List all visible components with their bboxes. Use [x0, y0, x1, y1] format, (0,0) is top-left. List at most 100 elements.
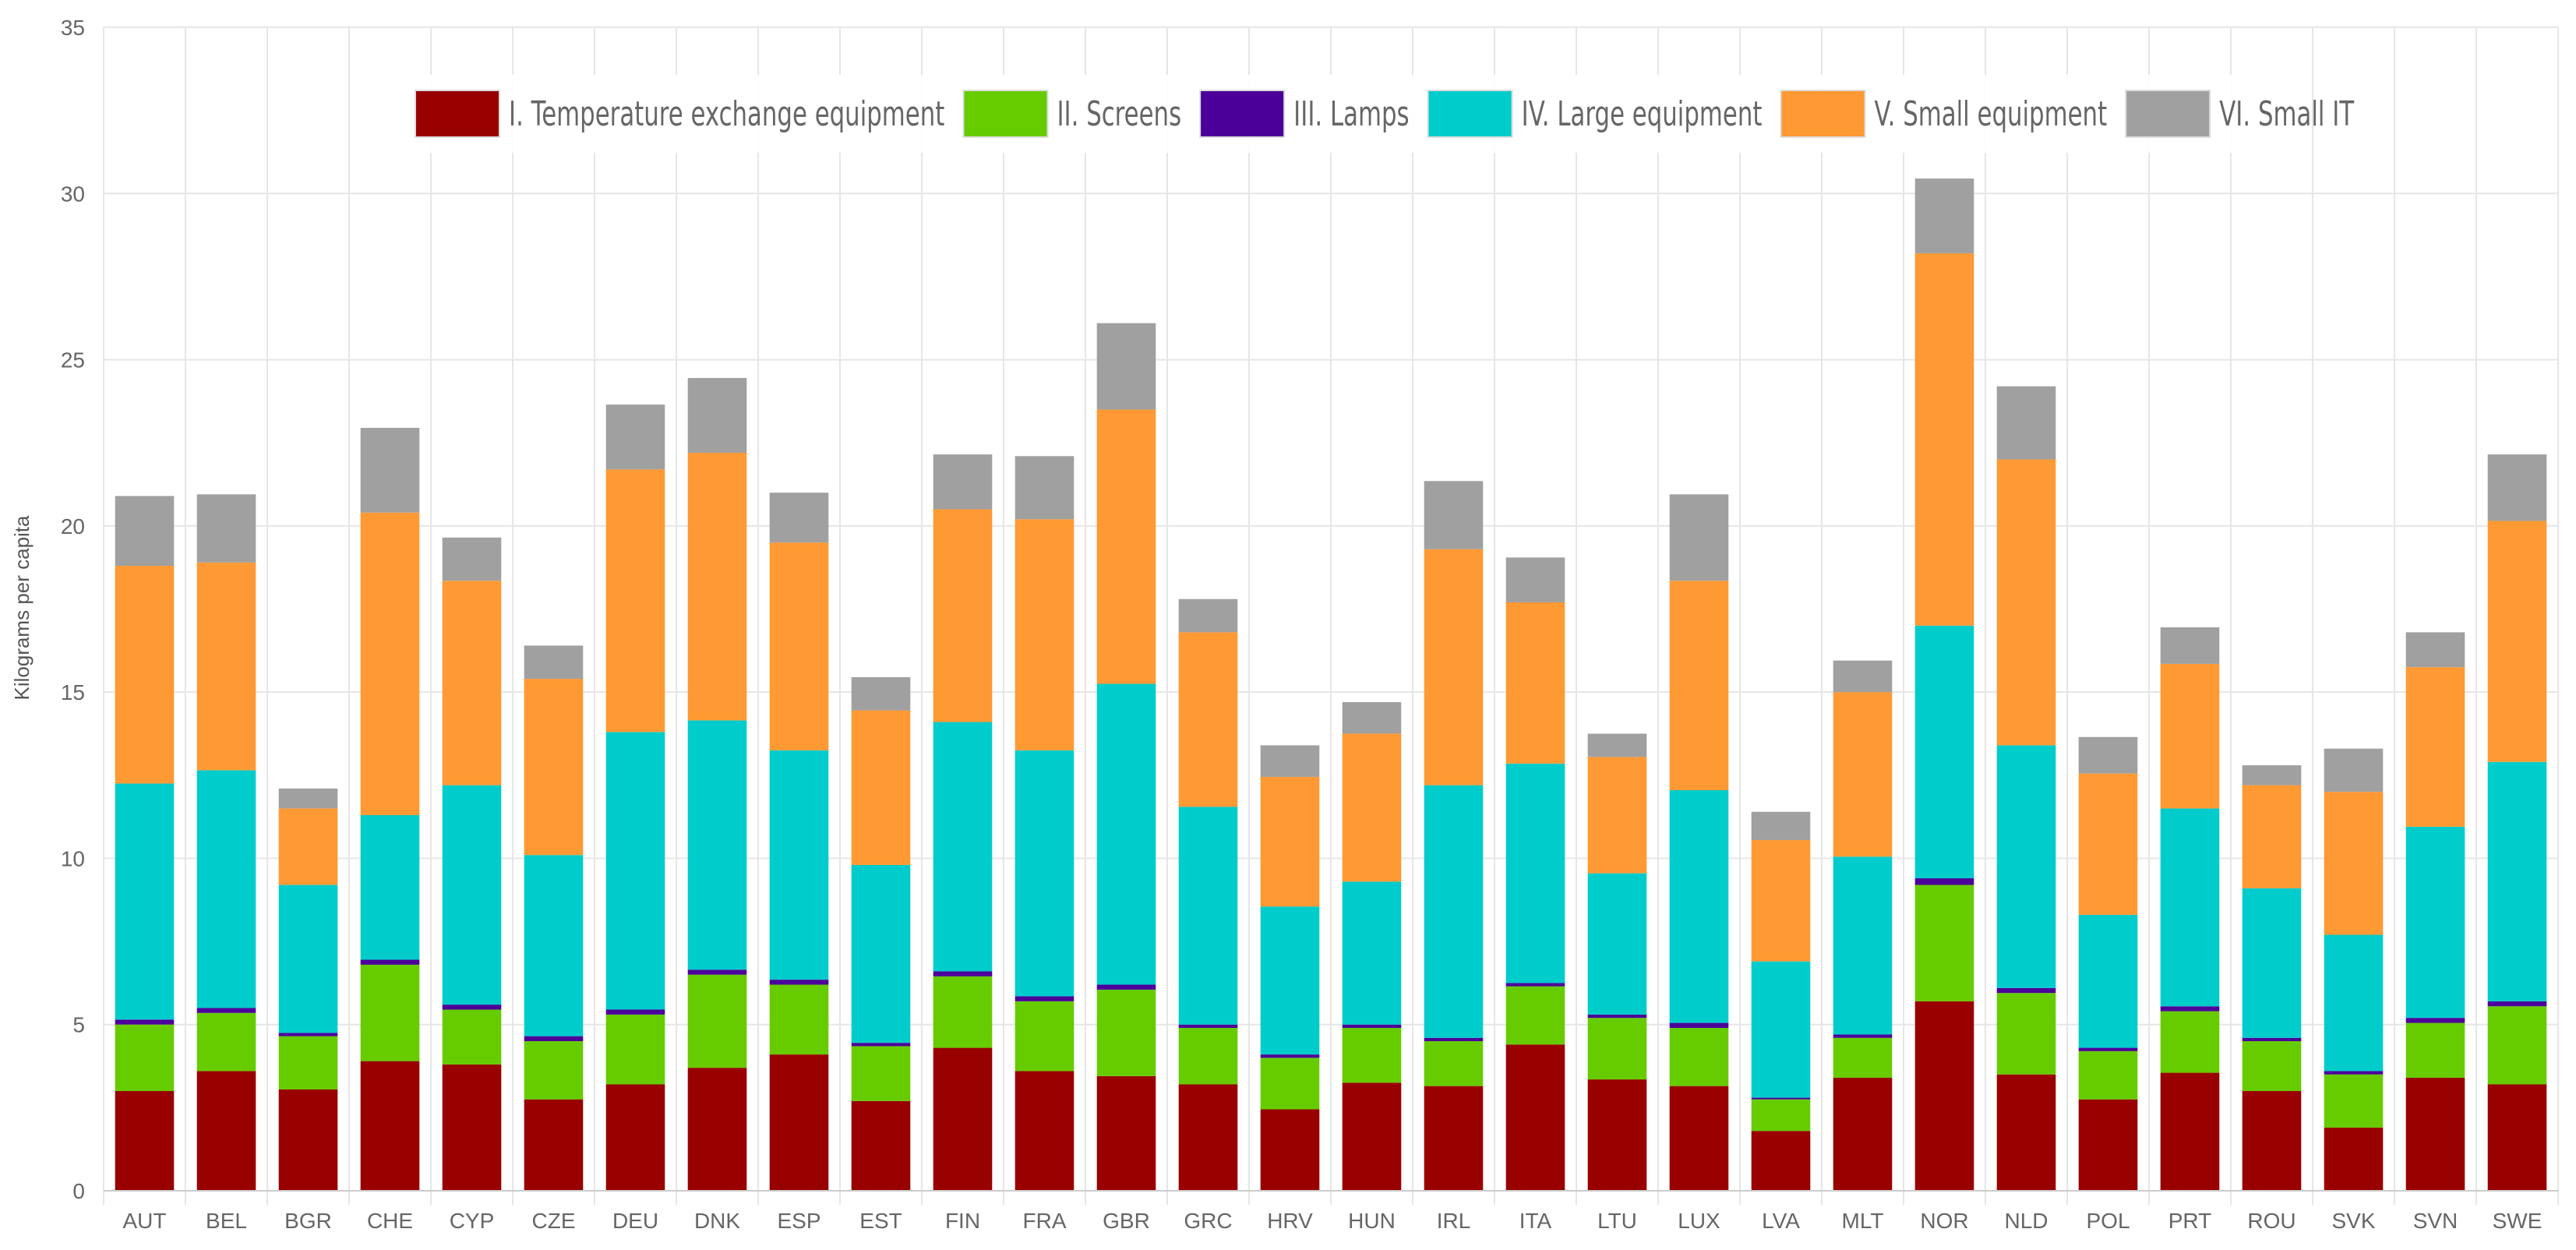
- y-tick-label: 10: [61, 846, 85, 870]
- bar-segment-fra: [1015, 1001, 1075, 1072]
- bar-segment-deu: [605, 1014, 665, 1085]
- bar-segment-gbr: [1096, 683, 1156, 985]
- bar-segment-cze: [524, 679, 584, 856]
- x-tick-label: NOR: [1920, 1209, 1968, 1233]
- bar-segment-fra: [1015, 1071, 1075, 1191]
- bar-segment-fra: [1015, 996, 1075, 1001]
- bar-segment-swe: [2487, 1006, 2547, 1085]
- x-tick-label: SWE: [2493, 1209, 2542, 1233]
- x-tick-label: FIN: [945, 1209, 980, 1233]
- bar-segment-bel: [196, 770, 256, 1008]
- bar-segment-cze: [524, 855, 584, 1036]
- bar-segment-che: [360, 814, 420, 960]
- bar-segment-svk: [2324, 934, 2384, 1072]
- legend-swatch: [962, 90, 1049, 138]
- bar-segment-lux: [1669, 1086, 1729, 1191]
- bar-segment-lux: [1669, 1022, 1729, 1028]
- bar-segment-che: [360, 959, 420, 965]
- bar-segment-aut: [115, 783, 175, 1020]
- bar-segment-pol: [2078, 773, 2138, 915]
- bar-segment-fin: [933, 1047, 993, 1191]
- bar-segment-esp: [769, 542, 829, 750]
- bar-segment-deu: [605, 1009, 665, 1015]
- bar-segment-aut: [115, 1091, 175, 1191]
- y-tick-label: 15: [61, 680, 85, 704]
- legend-label: IV. Large equipment: [1522, 94, 1763, 133]
- bar-segment-svk: [2324, 792, 2384, 935]
- bar-segment-pol: [2078, 736, 2138, 774]
- bar-segment-hrv: [1260, 906, 1320, 1055]
- bar-segment-hun: [1342, 1027, 1402, 1083]
- bar-segment-prt: [2160, 1011, 2220, 1073]
- bar-segment-bgr: [278, 885, 338, 1033]
- legend: I. Temperature exchange equipment II. Scr…: [401, 75, 2355, 153]
- bar-segment-che: [360, 512, 420, 815]
- bar-segment-swe: [2487, 761, 2547, 1001]
- x-tick-label: CHE: [367, 1209, 413, 1233]
- bar-segment-mlt: [1833, 1037, 1893, 1078]
- x-tick-label: SVK: [2331, 1209, 2375, 1233]
- bar-segment-gbr: [1096, 323, 1156, 410]
- x-tick-label: HUN: [1348, 1209, 1396, 1233]
- legend-label: I. Temperature exchange equipment: [509, 94, 944, 133]
- bar-segment-rou: [2242, 888, 2302, 1038]
- bar-segment-nor: [1914, 878, 1974, 885]
- bar-segment-swe: [2487, 521, 2547, 762]
- bar-segment-lux: [1669, 789, 1729, 1023]
- bar-segment-mlt: [1833, 856, 1893, 1035]
- bar-segment-hun: [1342, 1082, 1402, 1191]
- bar-segment-bgr: [278, 808, 338, 885]
- x-tick-label: PRT: [2168, 1209, 2212, 1233]
- bar-segment-est: [851, 1046, 911, 1101]
- bar-segment-nld: [1996, 1074, 2056, 1191]
- bar-segment-mlt: [1833, 1077, 1893, 1191]
- bar-segment-ltu: [1587, 1079, 1647, 1191]
- legend-swatch: [1199, 90, 1286, 138]
- bar-segment-grc: [1178, 1027, 1238, 1085]
- bar-segment-bel: [196, 1012, 256, 1072]
- x-tick-label: LVA: [1762, 1209, 1800, 1233]
- bar-segment-hun: [1342, 733, 1402, 882]
- bar-segment-grc: [1178, 1084, 1238, 1191]
- bar-segment-svk: [2324, 1071, 2384, 1075]
- bar-segment-est: [851, 710, 911, 865]
- bar-segment-swe: [2487, 454, 2547, 521]
- bar-segment-bel: [196, 1008, 256, 1013]
- y-tick-label: 25: [61, 348, 85, 373]
- grid-lines: [103, 26, 2559, 1205]
- bar-segment-gbr: [1096, 409, 1156, 684]
- bar-segment-prt: [2160, 627, 2220, 664]
- bar-segment-svn: [2405, 632, 2465, 668]
- y-tick-label: 35: [61, 16, 85, 40]
- bar-segment-deu: [605, 469, 665, 733]
- bar-segment-pol: [2078, 1099, 2138, 1191]
- bar-segment-lux: [1669, 1027, 1729, 1086]
- bar-segment-che: [360, 964, 420, 1061]
- bar-segment-deu: [605, 404, 665, 470]
- x-tick-label: NLD: [2004, 1209, 2048, 1233]
- bar-segment-pol: [2078, 1047, 2138, 1051]
- bar-segment-cyp: [442, 785, 502, 1005]
- bar-segment-fin: [933, 722, 993, 972]
- y-axis-title: Kilograms per capita: [10, 515, 34, 701]
- bar-segment-ltu: [1587, 757, 1647, 874]
- bar-segment-svk: [2324, 748, 2384, 793]
- x-tick-label: LUX: [1678, 1209, 1720, 1233]
- x-tick-label: IRL: [1437, 1209, 1471, 1233]
- bar-segment-bel: [196, 1071, 256, 1191]
- bar-segment-swe: [2487, 1001, 2547, 1007]
- bar-segment-bgr: [278, 1036, 338, 1089]
- bar-segment-lva: [1751, 811, 1811, 840]
- bar-segment-grc: [1178, 632, 1238, 807]
- legend-label: II. Screens: [1057, 94, 1181, 133]
- bar-segment-lva: [1751, 1097, 1811, 1100]
- x-tick-label: LTU: [1597, 1209, 1637, 1233]
- bar-segment-gbr: [1096, 1075, 1156, 1191]
- legend-label: V. Small equipment: [1875, 94, 2108, 133]
- x-tick-label: DNK: [694, 1209, 740, 1233]
- x-tick-label: DEU: [612, 1209, 658, 1233]
- bar-segment-ltu: [1587, 733, 1647, 757]
- bar-segment-grc: [1178, 1024, 1238, 1028]
- x-tick-label: FRA: [1023, 1209, 1067, 1233]
